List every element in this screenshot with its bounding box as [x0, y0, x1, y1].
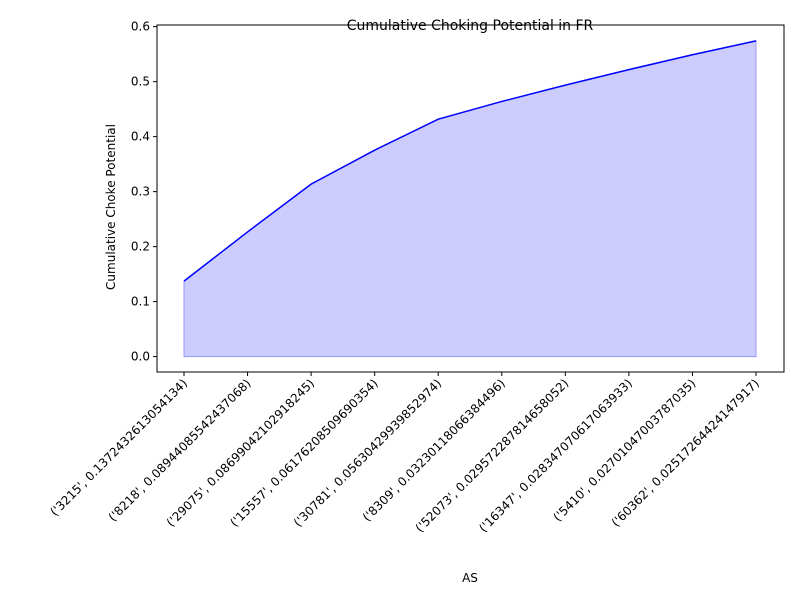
plot-area — [184, 41, 756, 357]
y-axis-ticks: 0.0 0.1 0.2 0.3 0.4 0.5 0.6 — [131, 20, 157, 364]
y-axis-label: Cumulative Choke Potential — [104, 124, 118, 290]
chart-title: Cumulative Choking Potential in FR — [347, 18, 594, 34]
x-axis-label: AS — [462, 571, 478, 585]
x-tick-label: ('3215', 0.1372432613054134) — [47, 376, 190, 519]
y-tick-label: 0.6 — [131, 20, 150, 34]
y-tick-label: 0.0 — [131, 350, 150, 364]
x-tick-label: ('8309', 0.0323011806638449​6) — [360, 376, 508, 524]
x-tick-label: ('5410', 0.02701047003787035) — [551, 376, 699, 524]
x-tick-label: ('8218', 0.0894408554243706​8) — [106, 376, 254, 524]
area-fill — [184, 41, 756, 357]
y-tick-label: 0.3 — [131, 185, 150, 199]
y-tick-label: 0.2 — [131, 240, 150, 254]
y-tick-label: 0.5 — [131, 75, 150, 89]
x-axis-ticks: ('3215', 0.1372432613054134)('8218', 0.0… — [47, 372, 762, 535]
y-tick-label: 0.4 — [131, 130, 150, 144]
y-tick-label: 0.1 — [131, 295, 150, 309]
